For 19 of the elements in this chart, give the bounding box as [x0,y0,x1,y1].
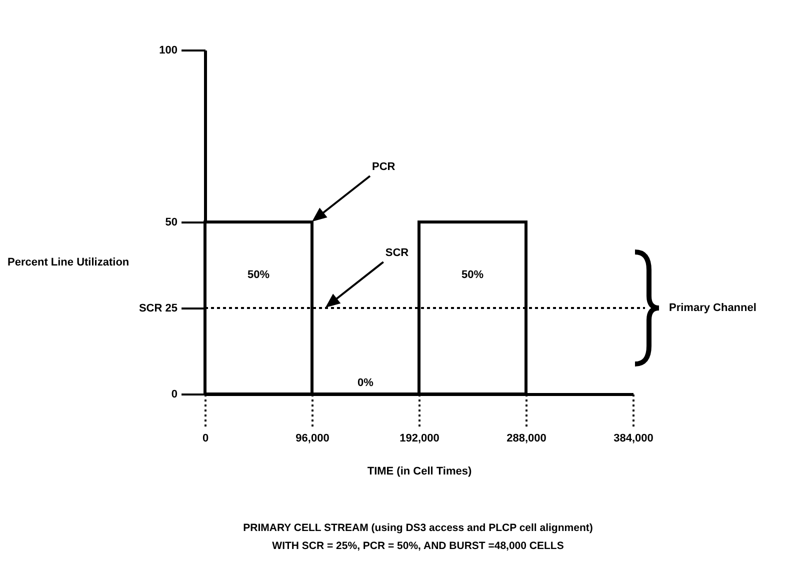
y-tick-label: 100 [159,44,178,56]
text: WITH SCR = 25%, PCR = 50%, AND BURST =48,000 CELLS [272,540,564,552]
data-label: 0% [358,377,374,389]
annotation: PCR [372,161,396,173]
x-tick-label: 192,000 [400,432,440,444]
data-label: 50% [247,269,270,281]
x-tick-label: 96,000 [296,432,330,444]
text: PRIMARY CELL STREAM (using DS3 access and PLCP cell alignment) [243,522,593,534]
y-tick-label: 50 [165,216,178,228]
x-tick-label: 0 [202,432,209,444]
ref-line-label: Primary Channel [669,302,756,314]
x-tick-label: 288,000 [506,432,546,444]
y-tick-label: 0 [171,388,178,400]
y-axis-title: Percent Line Utilization [8,256,130,268]
annotation: SCR [385,247,409,259]
y-tick-label: SCR 25 [138,302,178,314]
x-axis-title: TIME (in Cell Times) [367,466,472,478]
x-tick-label: 384,000 [614,432,654,444]
data-label: 50% [461,269,484,281]
